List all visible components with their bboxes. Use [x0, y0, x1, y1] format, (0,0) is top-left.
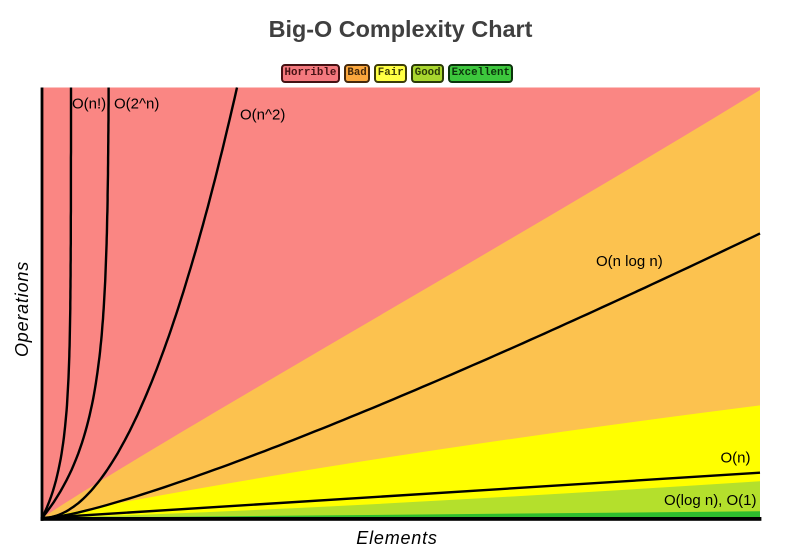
- svg-text:Elements: Elements: [356, 528, 437, 548]
- svg-text:O(n^2): O(n^2): [240, 107, 285, 124]
- svg-text:O(n): O(n): [721, 450, 751, 467]
- svg-text:O(2^n): O(2^n): [114, 96, 159, 113]
- svg-text:O(log n), O(1): O(log n), O(1): [664, 492, 757, 509]
- svg-text:O(n!): O(n!): [72, 96, 106, 113]
- svg-text:Operations: Operations: [12, 261, 32, 357]
- svg-text:O(n log n): O(n log n): [596, 253, 663, 270]
